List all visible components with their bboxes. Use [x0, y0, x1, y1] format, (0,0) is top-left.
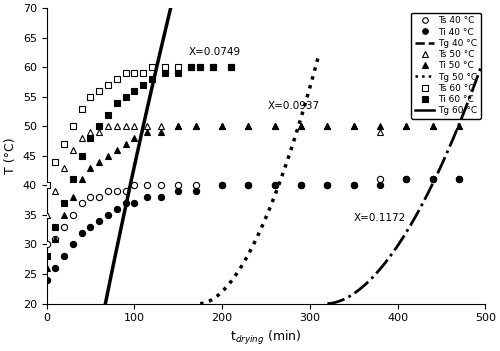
Text: X=0.0937: X=0.0937	[268, 101, 320, 111]
X-axis label: t$_{drying}$ (min): t$_{drying}$ (min)	[230, 329, 302, 347]
Y-axis label: T (°C): T (°C)	[4, 138, 17, 174]
Text: X=0.0749: X=0.0749	[188, 47, 241, 58]
Text: X=0.1172: X=0.1172	[354, 213, 406, 223]
Legend: Ts 40 °C, Ti 40 °C, Tg 40 °C, Ts 50 °C, Ti 50 °C, Tg 50 °C, Ts 60 °C, Ti 60 °C, : Ts 40 °C, Ti 40 °C, Tg 40 °C, Ts 50 °C, …	[411, 13, 481, 119]
